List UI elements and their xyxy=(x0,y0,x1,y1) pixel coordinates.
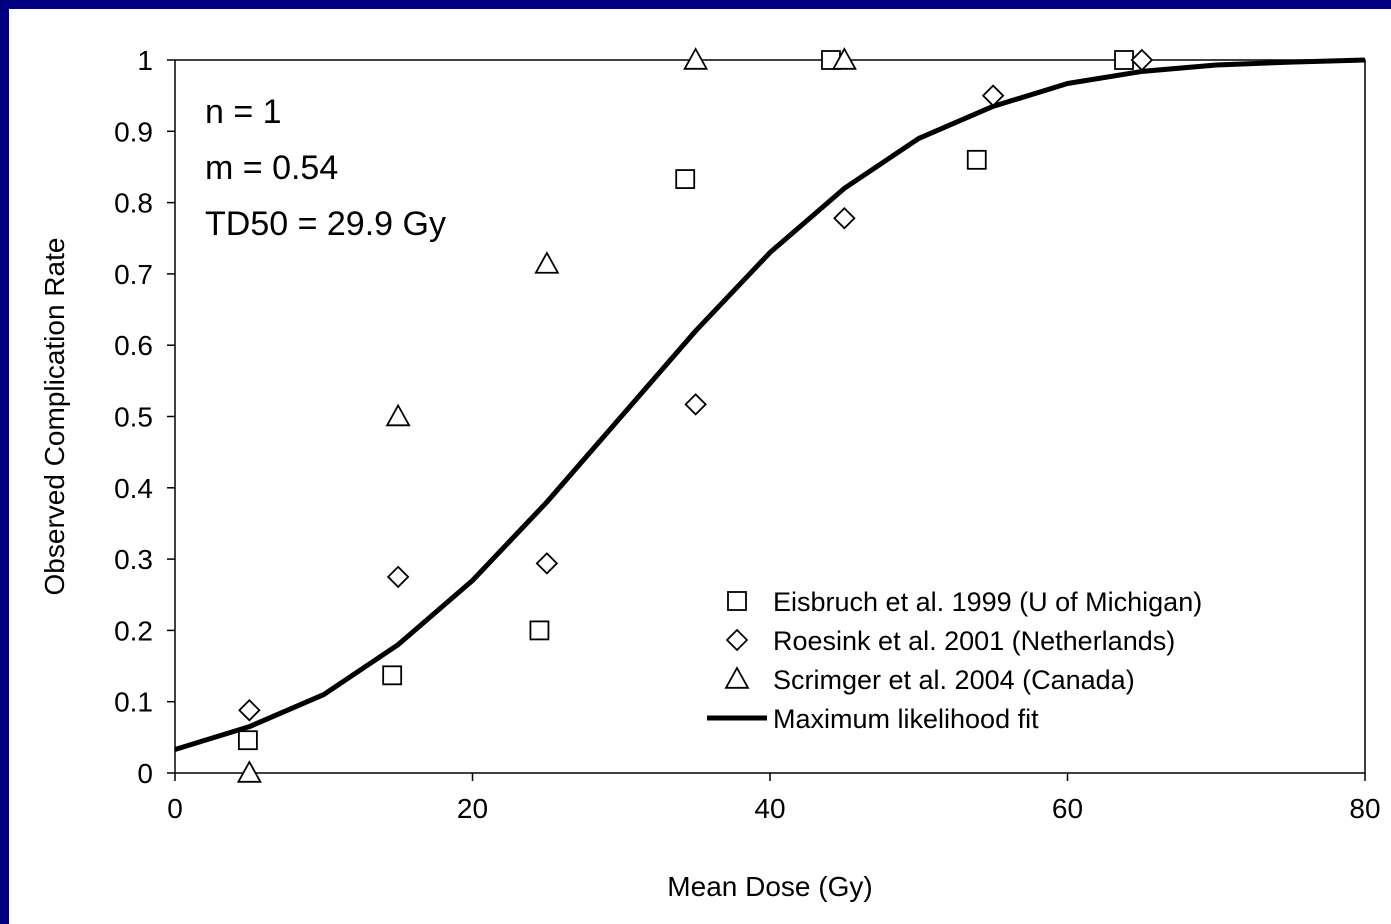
square-point-0-6 xyxy=(1114,50,1134,70)
triangle-point-2-1 xyxy=(385,403,411,427)
legend-label: Roesink et al. 2001 (Netherlands) xyxy=(773,626,1175,656)
legend-label: Scrimger et al. 2004 (Canada) xyxy=(773,665,1135,695)
y-tick-label: 0.3 xyxy=(114,544,153,575)
diamond-point-1-0 xyxy=(238,698,261,722)
annotation-text: m = 0.54 xyxy=(205,149,338,187)
y-tick-label: 0.5 xyxy=(114,402,153,433)
triangle-point-2-0 xyxy=(236,760,262,783)
square-point-0-2 xyxy=(529,620,550,641)
x-tick-label: 60 xyxy=(1052,793,1083,824)
legend-square-swatch xyxy=(727,591,747,611)
y-tick-label: 0.1 xyxy=(114,687,153,718)
y-tick-label: 0 xyxy=(137,758,153,789)
y-axis-title: Observed Complication Rate xyxy=(39,238,70,596)
x-tick-label: 20 xyxy=(457,793,488,824)
diamond-point-1-6 xyxy=(1130,48,1154,72)
legend-diamond-swatch xyxy=(725,628,749,652)
y-tick-label: 0.2 xyxy=(114,615,153,646)
y-tick-label: 0.8 xyxy=(114,188,153,219)
square-point-0-0 xyxy=(237,730,258,751)
y-tick-label: 0.4 xyxy=(114,473,153,504)
square-point-0-5 xyxy=(966,149,987,170)
plot-area xyxy=(174,59,1366,774)
annotation-text: n = 1 xyxy=(205,93,282,131)
diamond-point-1-2 xyxy=(535,552,559,575)
y-tick-label: 0.9 xyxy=(114,116,153,147)
x-tick-label: 80 xyxy=(1349,793,1380,824)
y-tick-label: 0.6 xyxy=(114,330,153,361)
diamond-point-1-5 xyxy=(981,84,1005,107)
annotation-text: TD50 = 29.9 Gy xyxy=(205,205,446,243)
square-point-0-3 xyxy=(675,169,696,189)
x-axis-title: Mean Dose (Gy) xyxy=(667,871,872,902)
diamond-point-1-3 xyxy=(684,393,707,416)
diamond-point-1-4 xyxy=(833,207,856,230)
x-tick-label: 40 xyxy=(754,793,785,824)
x-tick-label: 0 xyxy=(167,793,183,824)
triangle-point-2-4 xyxy=(831,47,857,70)
legend-label: Maximum likelihood fit xyxy=(773,704,1039,734)
square-point-0-1 xyxy=(382,665,403,686)
legend-label: Eisbruch et al. 1999 (U of Michigan) xyxy=(773,587,1202,617)
y-tick-label: 1 xyxy=(137,45,153,76)
triangle-point-2-2 xyxy=(534,251,560,274)
triangle-point-2-3 xyxy=(683,47,709,70)
y-tick-label: 0.7 xyxy=(114,259,153,290)
legend-triangle-swatch xyxy=(724,666,750,689)
fit-curve xyxy=(174,57,1366,752)
chart-svg: 0 0.1 0.2 0.3 0.4 0.5 0.6 0.7 0.8 0.9 1 0 20 40 60 80 n… xyxy=(39,45,1381,902)
diamond-point-1-1 xyxy=(386,565,410,589)
chart-panel: 0 0.1 0.2 0.3 0.4 0.5 0.6 0.7 0.8 0.9 1 0 20 40 60 80 n… xyxy=(9,9,1391,924)
